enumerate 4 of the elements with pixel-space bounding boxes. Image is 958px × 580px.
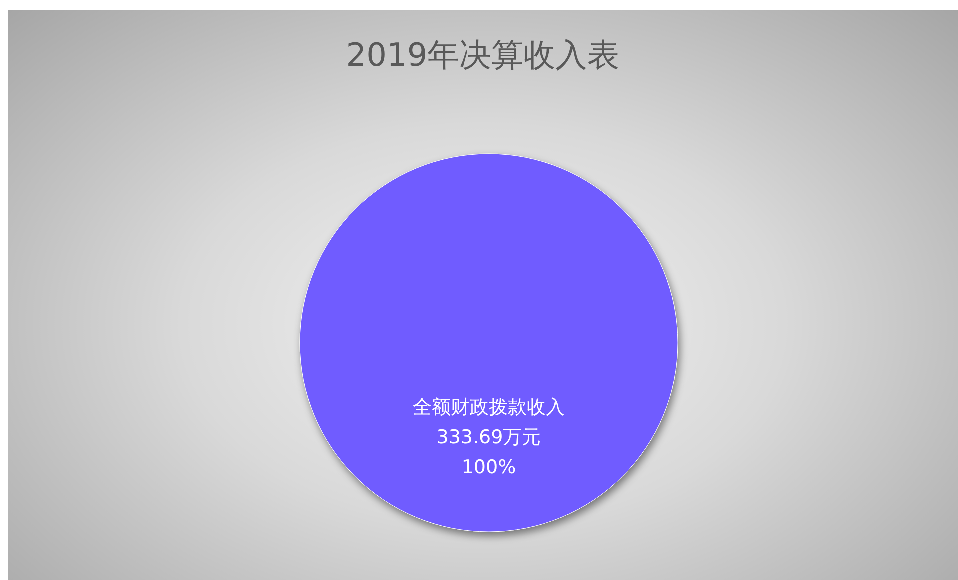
slice-label: 全额财政拨款收入333.69万元 [413, 396, 565, 448]
data-label: 100% [462, 456, 516, 478]
pie: 全额财政拨款收入333.69万元 100% [300, 154, 678, 532]
chart-title: 2019年决算收入表 [346, 36, 620, 74]
